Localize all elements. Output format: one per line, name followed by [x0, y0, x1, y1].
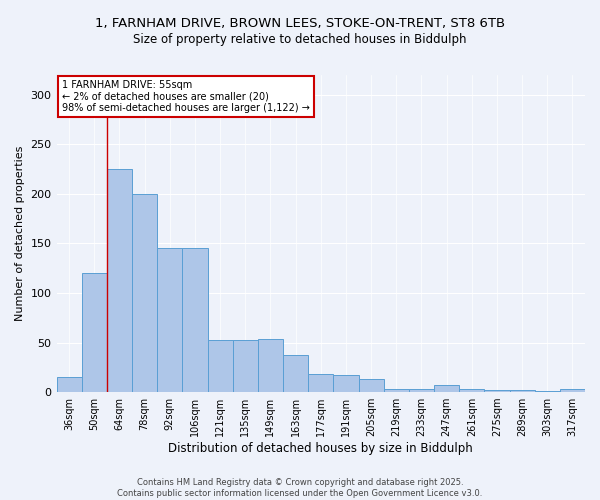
Text: Contains HM Land Registry data © Crown copyright and database right 2025.
Contai: Contains HM Land Registry data © Crown c…	[118, 478, 482, 498]
Bar	[535, 391, 560, 392]
Text: 1, FARNHAM DRIVE, BROWN LEES, STOKE-ON-TRENT, ST8 6TB: 1, FARNHAM DRIVE, BROWN LEES, STOKE-ON-T…	[95, 18, 505, 30]
Bar	[283, 356, 308, 392]
Bar	[359, 379, 383, 392]
Text: 1 FARNHAM DRIVE: 55sqm
← 2% of detached houses are smaller (20)
98% of semi-deta: 1 FARNHAM DRIVE: 55sqm ← 2% of detached …	[62, 80, 310, 113]
Bar	[182, 248, 208, 392]
X-axis label: Distribution of detached houses by size in Biddulph: Distribution of detached houses by size …	[169, 442, 473, 455]
Bar	[132, 194, 157, 392]
Bar	[560, 389, 585, 392]
Bar	[383, 389, 409, 392]
Bar	[107, 169, 132, 392]
Text: Size of property relative to detached houses in Biddulph: Size of property relative to detached ho…	[133, 32, 467, 46]
Bar	[459, 389, 484, 392]
Y-axis label: Number of detached properties: Number of detached properties	[15, 146, 25, 321]
Bar	[434, 385, 459, 392]
Bar	[509, 390, 535, 392]
Bar	[208, 340, 233, 392]
Bar	[258, 338, 283, 392]
Bar	[308, 374, 334, 392]
Bar	[334, 375, 359, 392]
Bar	[157, 248, 182, 392]
Bar	[56, 377, 82, 392]
Bar	[233, 340, 258, 392]
Bar	[82, 273, 107, 392]
Bar	[484, 390, 509, 392]
Bar	[409, 389, 434, 392]
